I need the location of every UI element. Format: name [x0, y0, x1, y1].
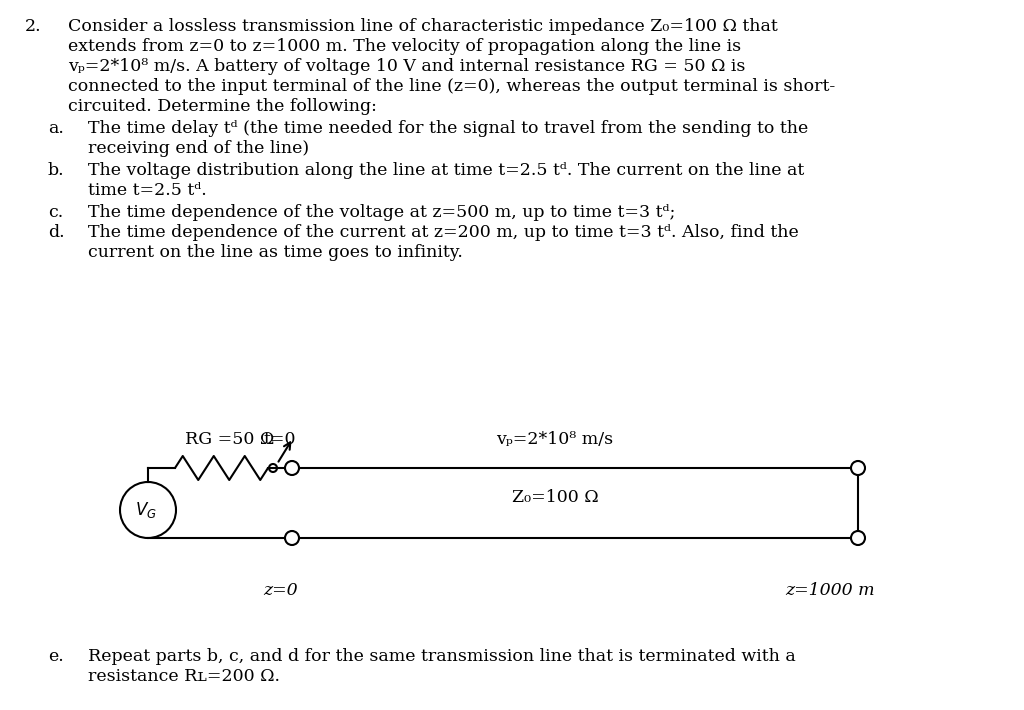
- Text: t=0: t=0: [264, 431, 296, 448]
- Text: 2.: 2.: [25, 18, 42, 35]
- Ellipse shape: [285, 461, 299, 475]
- Text: Consider a lossless transmission line of characteristic impedance Z₀=100 Ω that: Consider a lossless transmission line of…: [68, 18, 778, 35]
- Text: time t=2.5 tᵈ.: time t=2.5 tᵈ.: [88, 182, 207, 199]
- Text: b.: b.: [48, 162, 65, 179]
- Text: circuited. Determine the following:: circuited. Determine the following:: [68, 98, 377, 115]
- Text: extends from z=0 to z=1000 m. The velocity of propagation along the line is: extends from z=0 to z=1000 m. The veloci…: [68, 38, 741, 55]
- Text: z=1000 m: z=1000 m: [785, 582, 874, 599]
- Text: a.: a.: [48, 120, 63, 137]
- Text: e.: e.: [48, 648, 63, 665]
- Text: connected to the input terminal of the line (z=0), whereas the output terminal i: connected to the input terminal of the l…: [68, 78, 836, 95]
- Text: current on the line as time goes to infinity.: current on the line as time goes to infi…: [88, 244, 463, 261]
- Ellipse shape: [285, 531, 299, 545]
- Text: receiving end of the line): receiving end of the line): [88, 140, 309, 157]
- Text: The voltage distribution along the line at time t=2.5 tᵈ. The current on the lin: The voltage distribution along the line …: [88, 162, 804, 179]
- Ellipse shape: [851, 461, 865, 475]
- Text: Z₀=100 Ω: Z₀=100 Ω: [512, 489, 598, 506]
- Text: vₚ=2*10⁸ m/s: vₚ=2*10⁸ m/s: [497, 431, 613, 448]
- Text: vₚ=2*10⁸ m/s. A battery of voltage 10 V and internal resistance RG = 50 Ω is: vₚ=2*10⁸ m/s. A battery of voltage 10 V …: [68, 58, 745, 75]
- Text: The time delay tᵈ (the time needed for the signal to travel from the sending to : The time delay tᵈ (the time needed for t…: [88, 120, 808, 137]
- Text: The time dependence of the current at z=200 m, up to time t=3 tᵈ. Also, find the: The time dependence of the current at z=…: [88, 224, 799, 241]
- Text: RG =50 Ω: RG =50 Ω: [185, 431, 274, 448]
- Text: The time dependence of the voltage at z=500 m, up to time t=3 tᵈ;: The time dependence of the voltage at z=…: [88, 204, 676, 221]
- Text: c.: c.: [48, 204, 63, 221]
- Text: d.: d.: [48, 224, 65, 241]
- Text: $V_G$: $V_G$: [135, 500, 157, 520]
- Ellipse shape: [851, 531, 865, 545]
- Text: resistance Rʟ=200 Ω.: resistance Rʟ=200 Ω.: [88, 668, 280, 685]
- Text: z=0: z=0: [263, 582, 297, 599]
- Text: Repeat parts b, c, and d for the same transmission line that is terminated with : Repeat parts b, c, and d for the same tr…: [88, 648, 796, 665]
